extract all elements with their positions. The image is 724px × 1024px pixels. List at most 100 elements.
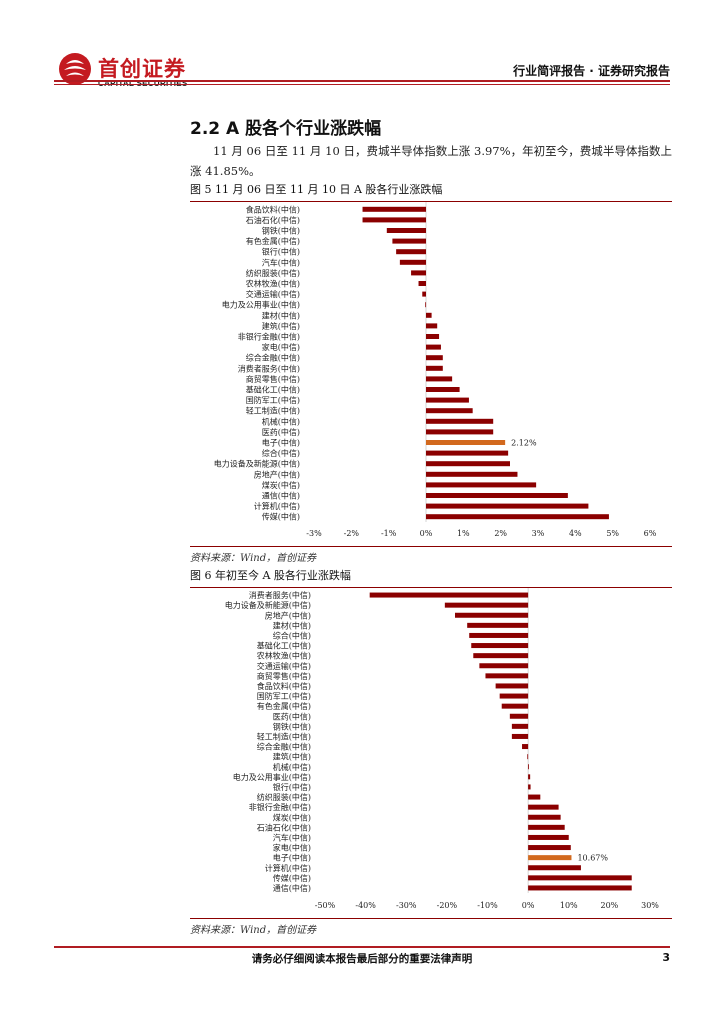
bar (426, 376, 453, 382)
category-label: 建筑(中信) (273, 752, 311, 762)
category-label: 电子(中信) (273, 853, 311, 863)
bar (509, 713, 529, 719)
bar (425, 302, 427, 308)
category-label: 轻工制造(中信) (257, 731, 311, 741)
category-label: 电子(中信) (262, 438, 300, 448)
category-label: 煤炭(中信) (273, 812, 311, 822)
header-divider-thin (54, 84, 670, 85)
bar (473, 653, 529, 659)
header-divider (54, 80, 670, 82)
bar (399, 259, 426, 265)
bar (444, 602, 529, 608)
bar (426, 365, 443, 371)
category-label: 计算机(中信) (254, 501, 300, 511)
category-label: 纺织服装(中信) (246, 268, 300, 278)
category-label: 有色金属(中信) (246, 236, 300, 246)
bar (495, 683, 529, 689)
category-label: 电力及公用事业(中信) (233, 772, 311, 782)
category-label: 消费者服务(中信) (249, 590, 311, 600)
category-label: 综合(中信) (262, 448, 300, 458)
bar (528, 794, 541, 800)
bar (426, 312, 432, 318)
section-title: 2.2 A 股各个行业涨跌幅 (190, 119, 382, 139)
bar (528, 875, 632, 881)
bar (426, 387, 460, 392)
category-label: 医药(中信) (273, 711, 311, 721)
category-label: 农林牧渔(中信) (246, 279, 300, 289)
category-label: 机械(中信) (262, 416, 300, 426)
company-logo: 首创证券 CAPITAL SECURITIES (58, 52, 208, 92)
capital-securities-logo-icon (59, 53, 91, 85)
category-label: 有色金属(中信) (257, 701, 311, 711)
category-label: 汽车(中信) (262, 257, 300, 267)
figure-6-bar-chart: 消费者服务(中信)电力设备及新能源(中信)房地产(中信)建材(中信)综合(中信)… (225, 588, 659, 910)
logo-english-name: CAPITAL SECURITIES (98, 79, 188, 88)
tick-label: 20% (600, 901, 618, 910)
category-label: 国防军工(中信) (257, 691, 311, 701)
bar (522, 744, 529, 750)
bar (511, 723, 529, 729)
bar (527, 754, 529, 760)
tick-label: 2% (494, 529, 507, 538)
bar (422, 291, 426, 297)
category-label: 综合(中信) (273, 630, 311, 640)
bar (426, 397, 469, 403)
category-label: 食品饮料(中信) (246, 204, 300, 214)
bar (426, 482, 537, 488)
category-label: 房地产(中信) (254, 469, 300, 479)
report-type-label: 行业简评报告 · 证券研究报告 (513, 64, 670, 78)
page-number: 3 (662, 951, 670, 964)
category-label: 银行(中信) (262, 247, 300, 257)
data-label: 2.12% (511, 439, 537, 448)
bar (528, 804, 559, 810)
bar (471, 643, 529, 649)
figure-5-bar-chart: 食品饮料(中信)石油石化(中信)钢铁(中信)有色金属(中信)银行(中信)汽车(中… (214, 202, 657, 538)
category-label: 家电(中信) (273, 843, 311, 853)
tick-label: -2% (344, 529, 360, 538)
bar (469, 632, 529, 638)
bar (528, 885, 632, 891)
bar (426, 440, 506, 445)
tick-label: 1% (457, 529, 470, 538)
category-label: 纺织服装(中信) (257, 792, 311, 802)
bar (485, 673, 529, 679)
bar (426, 323, 438, 329)
section-paragraph: 11 月 06 日至 11 月 10 日，费城半导体指数上涨 3.97%，年初至… (190, 144, 672, 178)
figure-5-source-divider (190, 546, 672, 547)
figure-6-source: 资料来源：Wind，首创证券 (190, 925, 317, 936)
bar (455, 612, 529, 618)
category-label: 非银行金融(中信) (249, 802, 311, 812)
category-label: 房地产(中信) (265, 610, 311, 620)
tick-label: -50% (315, 901, 336, 910)
category-label: 石油石化(中信) (257, 822, 311, 832)
category-label: 电力设备及新能源(中信) (225, 600, 311, 610)
category-label: 交通运输(中信) (257, 661, 311, 671)
category-label: 建筑(中信) (262, 321, 300, 331)
legal-disclaimer: 请务必仔细阅读本报告最后部分的重要法律声明 (251, 953, 473, 965)
category-label: 非银行金融(中信) (238, 332, 300, 342)
bar (501, 703, 529, 709)
figure-6-source-divider (190, 918, 672, 919)
bar (426, 461, 510, 467)
bar (396, 249, 426, 255)
bar (528, 845, 571, 851)
category-label: 建材(中信) (273, 620, 311, 630)
category-label: 电力及公用事业(中信) (222, 300, 300, 310)
bar (426, 429, 494, 435)
category-label: 通信(中信) (273, 883, 311, 893)
bar (369, 592, 529, 598)
category-label: 轻工制造(中信) (246, 406, 300, 416)
tick-label: 0% (522, 901, 535, 910)
category-label: 食品饮料(中信) (257, 681, 311, 691)
category-label: 商贸零售(中信) (257, 671, 311, 681)
bar (426, 408, 473, 414)
tick-label: -3% (306, 529, 322, 538)
category-label: 钢铁(中信) (262, 226, 300, 236)
category-label: 国防军工(中信) (246, 395, 300, 405)
category-label: 医药(中信) (262, 427, 300, 437)
bar (426, 514, 609, 520)
bar (411, 270, 426, 276)
category-label: 传媒(中信) (273, 873, 311, 883)
bar (479, 663, 529, 669)
bar (426, 344, 441, 350)
